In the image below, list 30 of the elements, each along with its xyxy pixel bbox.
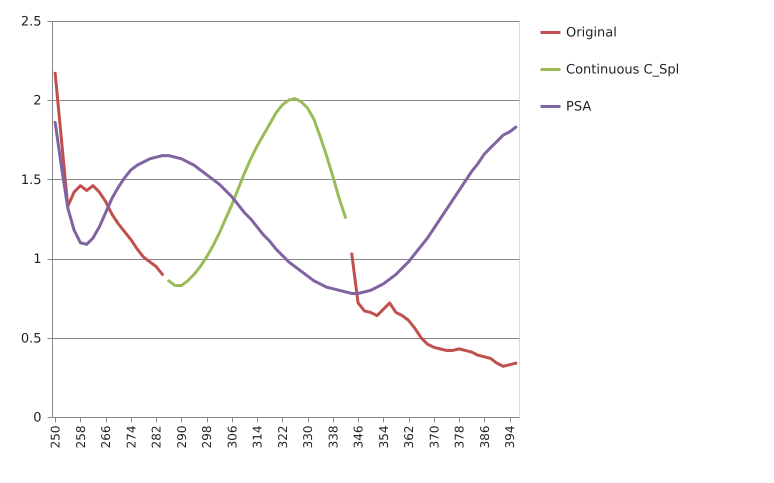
x-tick-label: 386 bbox=[478, 426, 492, 448]
y-tick-label: 2 bbox=[33, 94, 42, 109]
legend-label: Original bbox=[566, 26, 617, 40]
y-tick-label: 2.5 bbox=[20, 14, 42, 30]
y-tick-label: 0 bbox=[33, 410, 42, 426]
x-tick-label: 274 bbox=[124, 426, 138, 448]
x-tick-label: 290 bbox=[174, 426, 189, 448]
y-tick-label: 1.5 bbox=[20, 172, 42, 188]
x-tick-label: 322 bbox=[276, 426, 290, 448]
legend-label: PSA bbox=[566, 100, 592, 114]
x-tick-label: 362 bbox=[402, 426, 416, 448]
y-tick-label: 1 bbox=[33, 252, 42, 268]
x-tick-label: 370 bbox=[427, 426, 442, 448]
y-tick-label: 0.5 bbox=[20, 331, 42, 346]
x-tick-label: 306 bbox=[225, 426, 240, 448]
x-tick-label: 314 bbox=[250, 426, 265, 448]
x-tick-label: 250 bbox=[48, 426, 63, 448]
x-tick-label: 266 bbox=[99, 426, 114, 448]
x-tick-label: 338 bbox=[326, 426, 340, 448]
legend-label: Continuous C_Spl bbox=[566, 62, 680, 78]
x-tick-label: 354 bbox=[376, 426, 391, 448]
line-series bbox=[167, 97, 347, 288]
x-tick-label: 330 bbox=[301, 426, 316, 448]
x-tick-label: 298 bbox=[200, 426, 214, 448]
x-tick-label: 346 bbox=[352, 426, 366, 448]
x-tick-label: 394 bbox=[503, 426, 518, 448]
x-tick-label: 378 bbox=[452, 426, 467, 448]
line-series bbox=[54, 120, 518, 295]
x-tick-label: 258 bbox=[74, 426, 88, 448]
x-tick-label: 282 bbox=[150, 426, 164, 448]
